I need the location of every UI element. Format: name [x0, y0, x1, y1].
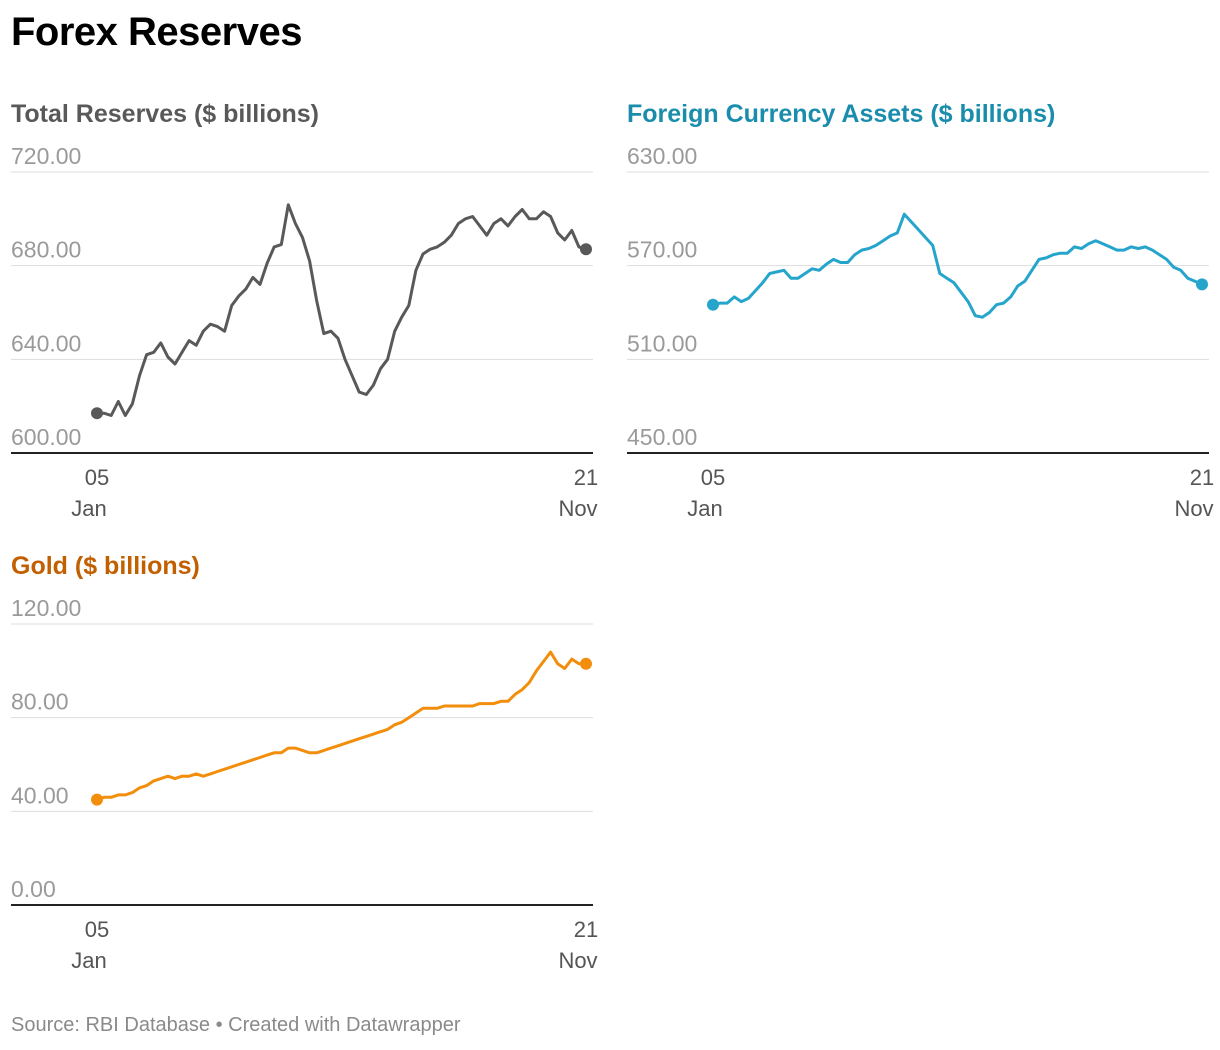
y-tick-label: 450.00 [627, 424, 697, 450]
y-tick-label: 680.00 [11, 237, 81, 263]
x-tick-month: Nov [1174, 496, 1213, 521]
source-label: Source: RBI Database [11, 1014, 210, 1036]
y-tick-label: 640.00 [11, 330, 81, 356]
y-tick-label: 40.00 [11, 782, 69, 808]
x-tick-day: 05 [85, 465, 109, 490]
series-line [95, 650, 588, 802]
chart-total-reserves: Total Reserves ($ billions) 720.00 680.00… [11, 100, 598, 540]
x-tick-day: 21 [1190, 465, 1214, 490]
x-tick-day: 21 [574, 917, 598, 942]
chart-foreign-currency-assets: Foreign Currency Assets ($ billions) 630… [627, 100, 1214, 540]
y-tick-label: 0.00 [11, 876, 56, 902]
y-tick-label: 720.00 [11, 143, 81, 169]
x-tick-month: Jan [71, 948, 106, 973]
series-line [95, 203, 588, 417]
footer: Source: RBI Database • Created with Data… [11, 1014, 460, 1037]
y-tick-label: 510.00 [627, 330, 697, 356]
footer-separator: • [215, 1014, 223, 1036]
start-point-marker [91, 407, 103, 420]
chart-title: Foreign Currency Assets ($ billions) [627, 100, 1056, 128]
series-line [711, 212, 1204, 319]
end-point-marker [580, 657, 592, 670]
x-tick-month: Nov [558, 496, 597, 521]
y-tick-label: 80.00 [11, 689, 69, 715]
credit-label: Created with Datawrapper [228, 1014, 461, 1036]
x-tick-day: 05 [701, 465, 725, 490]
y-tick-label: 630.00 [627, 143, 697, 169]
start-point-marker [707, 298, 719, 311]
chart-svg: 120.00 80.00 40.00 0.00 05 Jan 21 Nov [11, 595, 598, 973]
y-tick-label: 120.00 [11, 595, 81, 621]
end-point-marker [580, 243, 592, 256]
chart-gold: Gold ($ billions) 120.00 80.00 40.00 0.00 05… [11, 552, 598, 992]
end-point-marker [1196, 278, 1208, 291]
page-title: Forex Reserves [11, 10, 302, 54]
x-tick-month: Jan [71, 496, 106, 521]
x-tick-day: 21 [574, 465, 598, 490]
x-tick-day: 05 [85, 917, 109, 942]
chart-title: Total Reserves ($ billions) [11, 100, 319, 128]
x-tick-month: Nov [558, 948, 597, 973]
start-point-marker [91, 793, 103, 806]
chart-title: Gold ($ billions) [11, 552, 200, 580]
y-tick-label: 600.00 [11, 424, 81, 450]
x-tick-month: Jan [687, 496, 722, 521]
y-tick-label: 570.00 [627, 237, 697, 263]
